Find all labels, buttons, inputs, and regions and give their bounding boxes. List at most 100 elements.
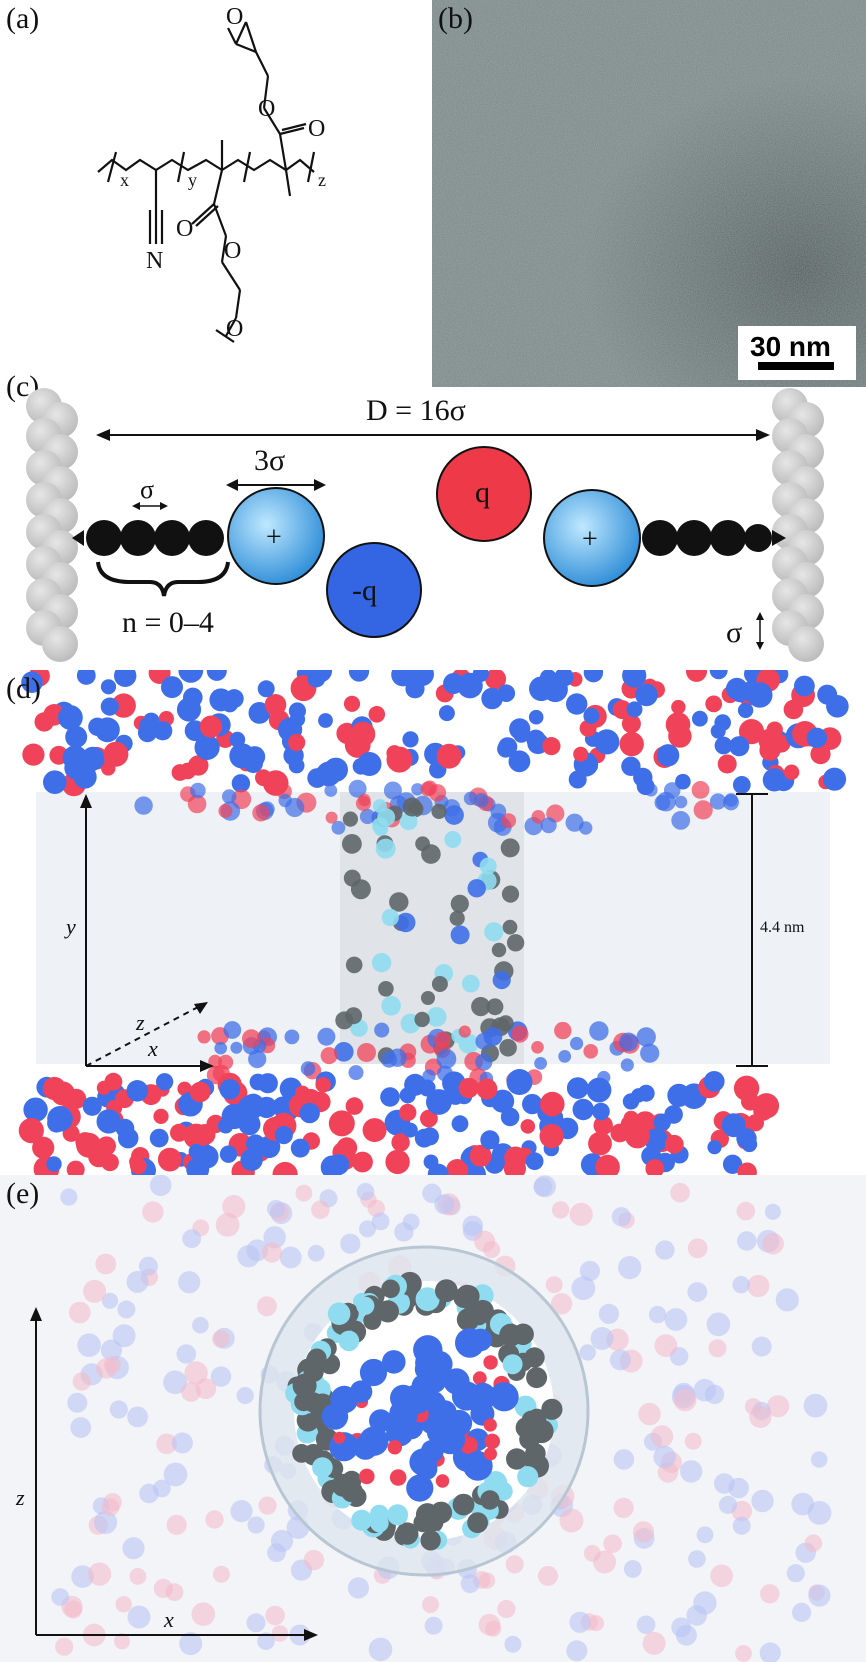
anion-particle	[255, 769, 272, 787]
anion-particle	[83, 1279, 107, 1303]
anion-particle	[619, 731, 644, 757]
cation-particle	[817, 684, 838, 705]
cation-particle	[450, 925, 470, 945]
cation-particle	[586, 1077, 612, 1103]
cation-particle	[655, 1240, 675, 1260]
anion-particle	[736, 1201, 756, 1221]
anion-particle	[265, 1605, 285, 1626]
anion-particle	[717, 754, 737, 774]
cation-particle	[47, 1113, 66, 1133]
head-bead	[327, 1302, 351, 1325]
cation-particle	[794, 675, 815, 697]
anion-particle	[55, 1637, 74, 1656]
anion-particle	[358, 793, 371, 807]
cation-particle	[644, 783, 658, 797]
panel-b-label: (b)	[438, 2, 473, 35]
cation-head-left	[227, 487, 325, 585]
cation-particle	[609, 1349, 631, 1371]
cation-particle	[469, 1328, 493, 1352]
anion-particle	[295, 1085, 310, 1101]
anion-particle	[115, 1596, 132, 1613]
anion-particle	[810, 744, 831, 765]
anion-particle	[593, 1115, 613, 1136]
chain-bead	[420, 1530, 441, 1551]
right-wall	[772, 388, 824, 662]
cation-particle	[707, 1140, 722, 1155]
anion-particle	[153, 1108, 169, 1124]
anion-particle	[505, 1555, 524, 1574]
cation-plus-right: +	[582, 524, 598, 555]
anion-particle	[749, 1405, 772, 1428]
cation-particle	[411, 783, 424, 796]
cation-particle	[522, 1093, 543, 1115]
cation-particle	[348, 670, 370, 682]
cation-particle	[566, 1640, 588, 1662]
anion-particle	[215, 1213, 240, 1237]
cation-particle	[714, 736, 733, 755]
cation-particle	[528, 709, 544, 725]
anion-particle	[650, 1425, 674, 1448]
model-schematic: D = 16σ 3σ σ + n = 0–4 -q q	[26, 388, 824, 662]
cation-particle	[274, 1126, 293, 1145]
anion-particle	[766, 721, 783, 738]
cation-particle	[285, 797, 305, 818]
anion-particle	[588, 1131, 612, 1156]
anion-particle	[550, 1293, 573, 1315]
cation-particle	[230, 1041, 243, 1054]
cation-particle	[706, 1312, 731, 1337]
cation-particle	[127, 1406, 148, 1428]
head-bead	[444, 831, 462, 848]
cation-particle	[622, 1093, 640, 1110]
chain-bead	[421, 991, 435, 1005]
cation-particle	[792, 1602, 812, 1622]
chain-bead	[342, 834, 362, 854]
anion-particle	[638, 1402, 661, 1426]
cation-particle	[357, 752, 382, 776]
anion-particle	[747, 1274, 770, 1298]
chain-bead	[524, 1347, 545, 1368]
anion-particle	[333, 1431, 346, 1444]
cation-particle	[640, 1043, 660, 1063]
anion-particle	[671, 699, 686, 715]
cation-particle	[764, 1203, 781, 1220]
anion-particle	[503, 1157, 526, 1175]
cation-particle	[21, 671, 43, 693]
anion-particle	[357, 1043, 376, 1062]
anion-particle	[218, 1054, 234, 1070]
cation-particle	[46, 1156, 62, 1172]
chain-bead	[402, 797, 422, 817]
pore-height-label: 4.4 nm	[760, 919, 805, 936]
cation-particle	[808, 1584, 831, 1607]
cation-particle	[571, 1276, 596, 1301]
chain-bead	[467, 1512, 488, 1533]
cation-particle	[433, 1400, 457, 1424]
anion-particle	[22, 743, 45, 766]
chain-bead	[471, 997, 491, 1017]
cation-particle	[623, 1560, 642, 1578]
panel-b: 30 nm (b)	[432, 0, 866, 387]
x-axis-label: x	[147, 1036, 158, 1061]
chemical-structure: x y z N O O O O O O	[97, 4, 326, 343]
cation-particle	[246, 1613, 266, 1633]
anion-particle	[520, 1119, 536, 1134]
chain-bead	[541, 1398, 563, 1420]
left-chain	[72, 520, 224, 556]
cation-particle	[279, 1246, 302, 1269]
cation-particle	[399, 1087, 416, 1104]
cation-particle	[58, 705, 83, 730]
cation-particle	[497, 684, 516, 702]
cation-particle	[492, 971, 511, 990]
cation-particle	[583, 759, 598, 774]
cation-particle	[380, 1087, 400, 1107]
panel-d-label: (d)	[6, 672, 41, 705]
cation-particle	[775, 1288, 799, 1312]
tem-micrograph: 30 nm	[432, 0, 866, 387]
cation-particle	[374, 1022, 390, 1038]
cation-particle	[451, 1115, 469, 1133]
cation-particle	[506, 1069, 533, 1095]
chain-bead	[449, 910, 465, 926]
left-wall	[26, 388, 78, 662]
anion-particle	[272, 1161, 298, 1175]
cation-particle	[598, 1303, 620, 1324]
cation-particle	[117, 1300, 136, 1319]
